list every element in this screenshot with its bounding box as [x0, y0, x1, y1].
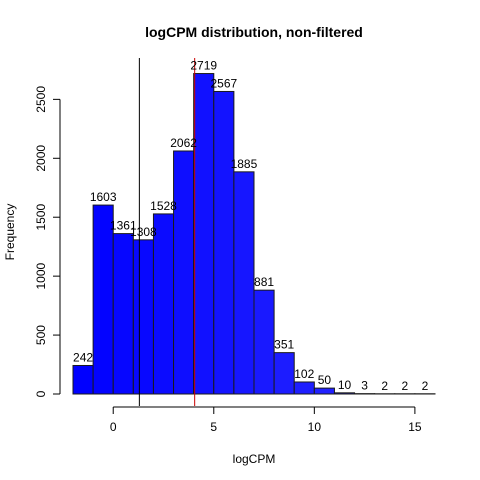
x-tick-label: 10	[308, 420, 322, 434]
y-axis: 0 500 1000 1500 2000 2500	[34, 86, 61, 397]
y-tick-label: 1500	[34, 204, 48, 231]
bar-count-label: 102	[294, 367, 314, 381]
bar-count-label: 1885	[231, 157, 258, 171]
y-tick-label: 1000	[34, 262, 48, 289]
histogram-bar	[313, 387, 335, 395]
histogram-bar	[152, 213, 175, 395]
y-axis-label: Frequency	[3, 204, 17, 261]
histogram-bar	[253, 289, 275, 395]
histogram-bar	[293, 381, 315, 395]
bar-labels-layer: 2421603136113081528206227192567188588135…	[73, 59, 429, 393]
bar-count-label: 3	[361, 379, 368, 393]
bar-count-label: 1528	[150, 199, 177, 213]
bars-layer	[72, 73, 436, 395]
bar-count-label: 2	[422, 379, 429, 393]
bar-count-label: 1308	[130, 225, 157, 239]
y-tick-label: 2000	[34, 145, 48, 172]
histogram-bar	[273, 352, 295, 395]
y-tick-label: 0	[34, 390, 48, 397]
x-tick-label: 0	[110, 420, 117, 434]
x-axis-label: logCPM	[233, 452, 276, 466]
histogram-bar	[92, 204, 114, 395]
x-tick-label: 15	[408, 420, 422, 434]
bar-count-label: 2	[381, 379, 388, 393]
histogram-bar	[72, 364, 94, 395]
reference-lines-layer	[138, 58, 196, 406]
bar-count-label: 351	[274, 338, 294, 352]
histogram-bar	[112, 233, 134, 395]
x-tick-label: 5	[210, 420, 217, 434]
bar-count-label: 1603	[90, 190, 117, 204]
bar-count-label: 2	[401, 379, 408, 393]
bar-count-label: 2062	[170, 136, 197, 150]
bar-count-label: 1361	[110, 219, 137, 233]
y-tick-label: 500	[34, 325, 48, 345]
bar-count-label: 881	[254, 275, 274, 289]
y-tick-label: 2500	[34, 86, 48, 113]
histogram-bar	[213, 90, 235, 395]
histogram-bar	[173, 150, 195, 395]
histogram-bar	[233, 171, 255, 395]
histogram-bar	[132, 239, 154, 395]
bar-count-label: 242	[73, 350, 93, 364]
bar-count-label: 50	[318, 373, 332, 387]
x-axis: 0 5 10 15	[110, 406, 422, 434]
histogram-bar	[193, 73, 215, 395]
bar-count-label: 10	[338, 378, 352, 392]
bar-count-label: 2719	[190, 59, 217, 73]
histogram-bar	[333, 392, 356, 395]
bar-count-label: 2567	[210, 76, 237, 90]
chart-title: logCPM distribution, non-filtered	[145, 24, 363, 40]
